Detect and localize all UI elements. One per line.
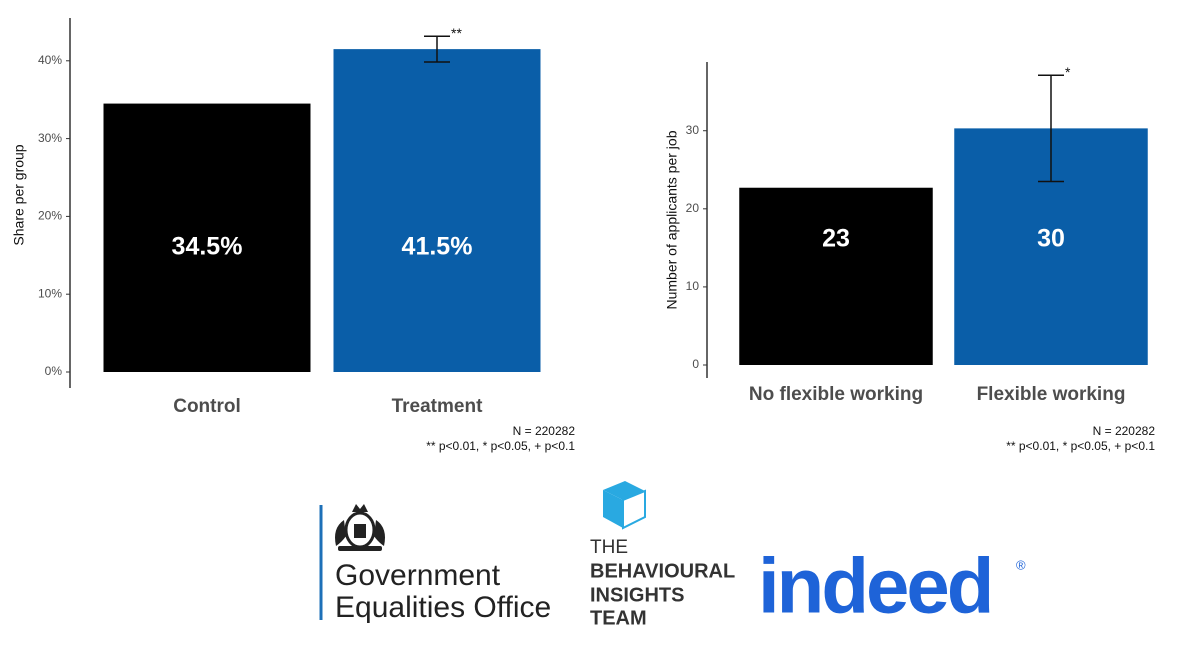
crest: [335, 504, 385, 551]
cube-side: [603, 490, 623, 528]
y-tick-label: 30: [686, 123, 700, 137]
x-tick-label: Flexible working: [977, 384, 1126, 405]
error-bar: [1038, 74, 1064, 183]
bit-text: THE: [590, 537, 628, 558]
y-tick-label: 10%: [38, 286, 62, 300]
cube-face: [622, 489, 646, 530]
indeed-text: indeed: [758, 542, 991, 630]
indeed-logo: indeed ®: [758, 542, 1026, 630]
y-tick-label: 0%: [45, 364, 63, 378]
chart: Number of applicants per job 0 10 20 30 23 No …: [664, 62, 1156, 453]
chart: Share per group 0% 10% 20% 30% 40% 34.5% Contro…: [11, 18, 576, 453]
x-tick-label: No flexible working: [749, 384, 923, 405]
x-tick-label: Control: [173, 396, 241, 417]
y-tick-label: 30%: [38, 131, 62, 145]
bit-text: BEHAVIOURAL: [590, 560, 735, 582]
y-axis-title: Share per group: [11, 144, 27, 245]
indeed-mark: ®: [1016, 557, 1026, 572]
y-tick-label: 10: [686, 279, 700, 293]
x-tick-label: Treatment: [392, 396, 483, 417]
bar: [103, 103, 311, 372]
bar: [739, 187, 933, 365]
footnote: ** p<0.01, * p<0.05, + p<0.1: [1006, 439, 1155, 453]
bit-text: INSIGHTS: [590, 584, 684, 606]
value-label: 30: [1037, 225, 1065, 253]
y-axis-title: Number of applicants per job: [664, 130, 680, 309]
value-label: 41.5%: [402, 233, 473, 261]
y-tick-label: 20%: [38, 209, 62, 223]
geo-text: Government: [335, 559, 501, 592]
footnote: N = 220282: [1093, 424, 1156, 438]
footnote: N = 220282: [513, 424, 576, 438]
bit-text: TEAM: [590, 607, 647, 629]
geo-logo: Government Equalities Office: [319, 504, 551, 624]
y-tick-label: 40%: [38, 53, 62, 67]
value-label: 23: [822, 225, 850, 253]
footnote: ** p<0.01, * p<0.05, + p<0.1: [426, 439, 575, 453]
geo-text: Equalities Office: [335, 591, 551, 624]
y-tick-label: 20: [686, 201, 700, 215]
y-tick-label: 0: [692, 357, 699, 371]
bit-logo: THE BEHAVIOURAL INSIGHTS TEAM: [590, 481, 735, 629]
value-label: 34.5%: [172, 233, 243, 261]
significance-label: *: [1065, 64, 1071, 80]
error-bar: [424, 35, 450, 63]
bar: [333, 49, 541, 372]
significance-label: **: [451, 25, 462, 41]
